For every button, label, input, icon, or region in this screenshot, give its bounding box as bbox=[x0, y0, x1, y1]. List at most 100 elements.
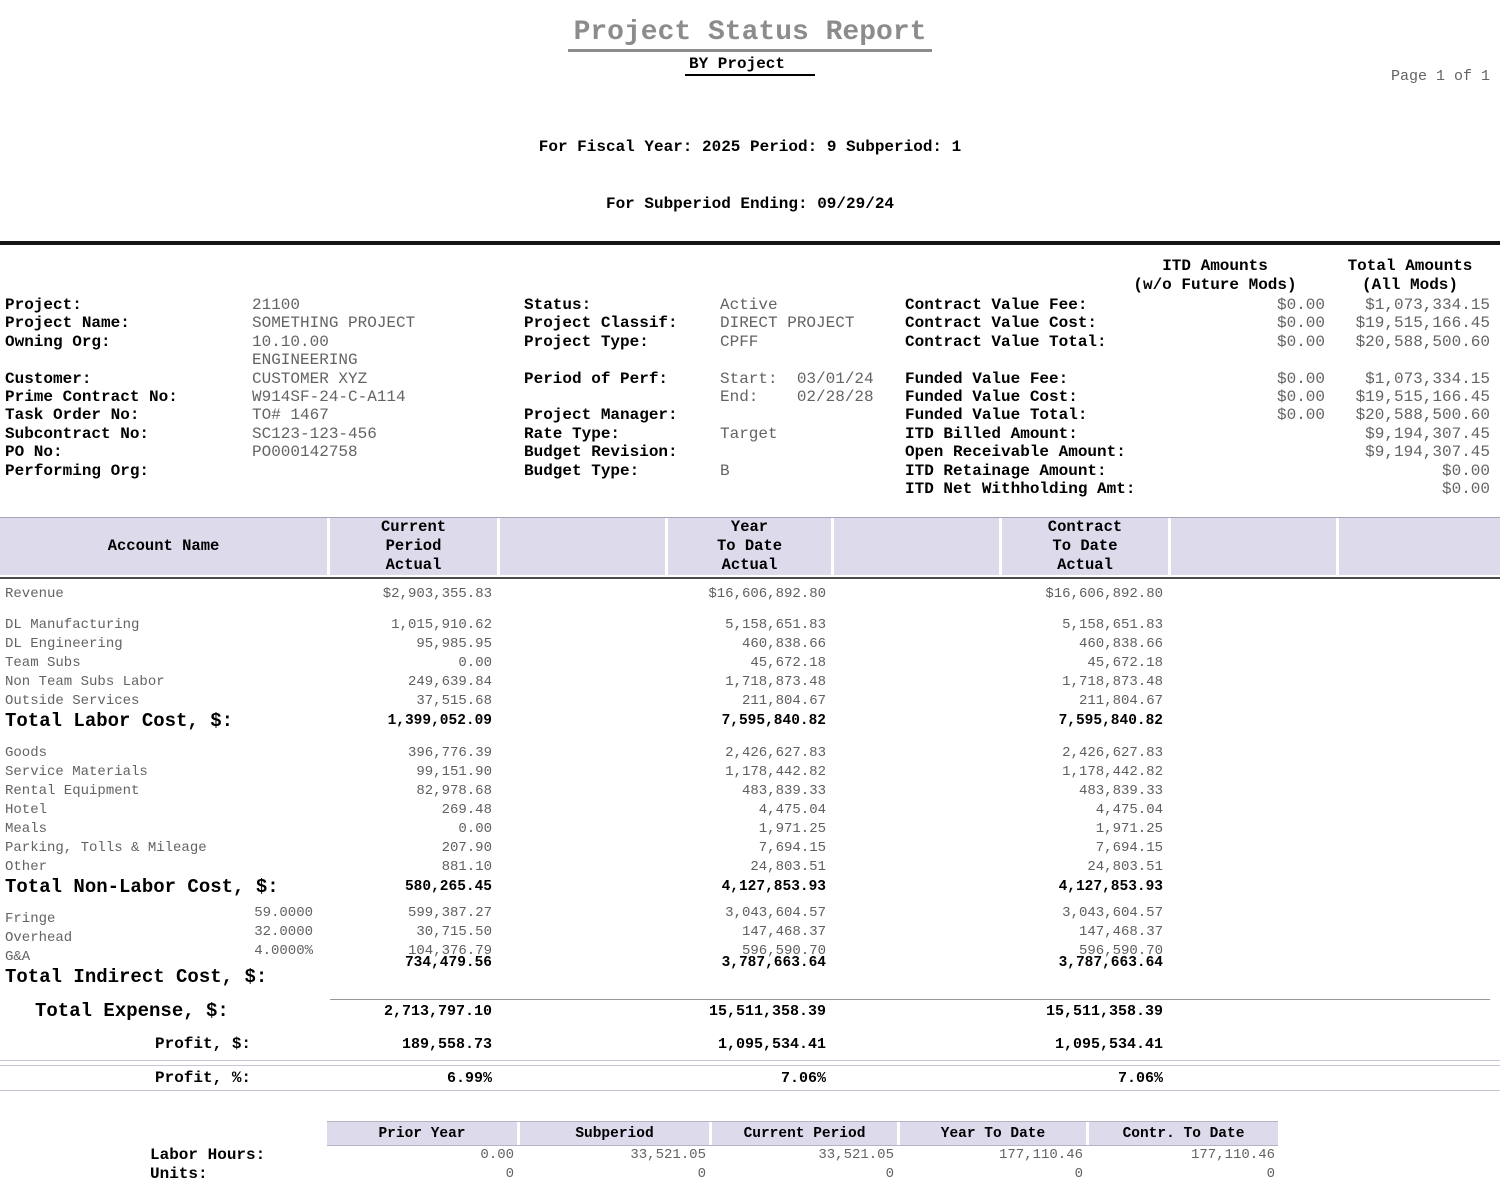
hours-column-header: Current Period bbox=[709, 1122, 897, 1146]
table-row: Fringe 59.0000 599,387.27 3,043,604.57 3,043… bbox=[0, 905, 1500, 928]
hours-value: 177,110.46 bbox=[998, 1147, 1083, 1164]
contract-to-date-value: 147,468.37 bbox=[1078, 923, 1163, 940]
year-to-date-value: 1,718,873.48 bbox=[725, 673, 826, 690]
fiscal-period-block: For Fiscal Year: 2025 Period: 9 Subperio… bbox=[0, 100, 1500, 233]
current-period-header: Current Period Actual bbox=[327, 518, 497, 576]
info-total-value bbox=[1325, 351, 1490, 369]
fiscal-year-line: For Fiscal Year: 2025 Period: 9 Subperio… bbox=[538, 138, 962, 156]
info-label: PO No: bbox=[5, 443, 63, 462]
info-label bbox=[524, 388, 720, 406]
info-value: Start: 03/01/24 bbox=[720, 369, 874, 388]
table-row: DL Engineering 95,985.95 460,838.66 460,838… bbox=[0, 634, 1500, 653]
current-period-value: 580,265.45 bbox=[404, 879, 492, 896]
account-label: Goods bbox=[5, 744, 48, 761]
account-label: Rental Equipment bbox=[5, 782, 140, 799]
account-name-cell: Service Materials bbox=[0, 764, 327, 780]
current-period-value: 104,376.79 bbox=[407, 942, 492, 959]
table-row: Rental Equipment 82,978.68 483,839.33 483,8… bbox=[0, 781, 1500, 800]
account-name-cell: Outside Services bbox=[0, 693, 327, 709]
account-name-cell: Meals bbox=[0, 821, 327, 837]
contract-to-date-value: 1,718,873.48 bbox=[1062, 673, 1163, 690]
year-to-date-value: 7,694.15 bbox=[758, 839, 826, 856]
report-title-block: Project Status Report bbox=[0, 0, 1500, 52]
info-itd-value bbox=[1240, 351, 1325, 369]
info-itd-value bbox=[1240, 462, 1325, 480]
account-label: Hotel bbox=[5, 801, 48, 818]
current-period-value: 207.90 bbox=[441, 839, 492, 856]
current-period-value: 37,515.68 bbox=[416, 692, 492, 709]
contract-to-date-value: 3,787,663.64 bbox=[1058, 955, 1163, 972]
current-period-value: 99,151.90 bbox=[416, 763, 492, 780]
report-subtitle-wrap: BY Project bbox=[0, 55, 1500, 76]
info-label: Open Receivable Amount: bbox=[905, 443, 1126, 462]
info-label: Project Name: bbox=[5, 314, 130, 333]
info-total-value: $0.00 bbox=[1441, 461, 1490, 480]
hours-column-header: Year To Date bbox=[897, 1122, 1086, 1146]
info-label bbox=[905, 351, 1240, 369]
year-to-date-value: 1,178,442.82 bbox=[725, 763, 826, 780]
current-period-value: 249,639.84 bbox=[407, 673, 492, 690]
year-to-date-value: 24,803.51 bbox=[750, 858, 826, 875]
table-row: Total Non-Labor Cost, $: 580,265.45 4,127,… bbox=[0, 876, 1500, 899]
account-label: Other bbox=[5, 858, 48, 875]
current-period-value: 82,978.68 bbox=[416, 782, 492, 799]
hours-value: 33,521.05 bbox=[630, 1147, 706, 1164]
info-total-value: $0.00 bbox=[1441, 479, 1490, 498]
info-label: Project Classif: bbox=[524, 314, 678, 333]
contract-to-date-value: 7,694.15 bbox=[1095, 839, 1163, 856]
info-label: Project Type: bbox=[524, 332, 649, 351]
year-to-date-header: Year To Date Actual bbox=[665, 518, 831, 576]
total-expense-ctd: 15,511,358.39 bbox=[1045, 1002, 1163, 1020]
year-to-date-value: 4,475.04 bbox=[758, 801, 826, 818]
info-value: CUSTOMER XYZ bbox=[252, 369, 368, 388]
info-label: Period of Perf: bbox=[524, 369, 669, 388]
contract-to-date-value: 5,158,651.83 bbox=[1062, 616, 1163, 633]
table-spacer bbox=[0, 603, 1500, 615]
info-total-value: $1,073,334.15 bbox=[1365, 296, 1490, 314]
contract-to-date-value: 2,426,627.83 bbox=[1062, 744, 1163, 761]
account-name-cell: Goods bbox=[0, 745, 327, 761]
account-label: Total Indirect Cost, $: bbox=[5, 966, 268, 989]
account-name-cell: Total Indirect Cost, $: bbox=[0, 966, 327, 988]
account-label: Service Materials bbox=[5, 763, 148, 780]
info-value bbox=[720, 443, 905, 461]
info-itd-value: $0.00 bbox=[1276, 332, 1325, 351]
account-label: Meals bbox=[5, 820, 48, 837]
profit-divider-line bbox=[0, 1065, 1500, 1067]
info-label: Funded Value Cost: bbox=[905, 387, 1078, 406]
table-row: Hotel 269.48 4,475.04 4,475.04 bbox=[0, 800, 1500, 819]
account-label: Total Non-Labor Cost, $: bbox=[5, 876, 279, 899]
profit-percent-row: Profit, %: 6.99% 7.06% 7.06% bbox=[0, 1068, 1500, 1088]
itd-amounts-subheader: (w/o Future Mods) bbox=[1133, 276, 1297, 294]
info-itd-value: $0.00 bbox=[1276, 387, 1325, 406]
current-period-value: 0.00 bbox=[458, 654, 492, 671]
info-label: ITD Retainage Amount: bbox=[905, 461, 1107, 480]
hours-value: 33,521.05 bbox=[818, 1147, 894, 1164]
page-number-label: Page 1 of 1 bbox=[1390, 68, 1490, 85]
info-value: SOMETHING PROJECT bbox=[252, 314, 416, 333]
info-itd-value: $0.00 bbox=[1276, 406, 1325, 425]
contract-to-date-value: 1,971.25 bbox=[1095, 820, 1163, 837]
table-row: G&A 4.0000% 104,376.79 596,590.70 596,590.70 bbox=[0, 943, 1500, 966]
account-name-cell: Rental Equipment bbox=[0, 783, 327, 799]
burden-rate: 59.0000 bbox=[254, 904, 313, 921]
current-period-value: 881.10 bbox=[441, 858, 492, 875]
total-amounts-subheader: (All Mods) bbox=[1361, 276, 1458, 294]
table-row: Goods 396,776.39 2,426,627.83 2,426,627.83 bbox=[0, 743, 1500, 762]
profit-percent-ctd: 7.06% bbox=[1117, 1069, 1163, 1087]
total-expense-label: Total Expense, $: bbox=[35, 1000, 229, 1023]
account-table-body: Revenue $2,903,355.83 $16,606,892.80 $16,60… bbox=[0, 584, 1500, 989]
info-value: End: 02/28/28 bbox=[720, 387, 874, 406]
info-value: Target bbox=[720, 424, 778, 443]
account-label: Non Team Subs Labor bbox=[5, 673, 165, 690]
year-to-date-value: 3,787,663.64 bbox=[721, 955, 826, 972]
account-table-header: Account Name Current Period Actual Year … bbox=[0, 517, 1500, 576]
info-value: SC123-123-456 bbox=[252, 424, 377, 443]
info-label: ITD Net Withholding Amt: bbox=[905, 479, 1136, 498]
contract-to-date-value: 45,672.18 bbox=[1087, 654, 1163, 671]
project-info-grid: Project: 21100 Status: Active Contract Value… bbox=[0, 296, 1500, 498]
total-expense-current: 2,713,797.10 bbox=[383, 1002, 492, 1020]
info-value bbox=[720, 351, 905, 369]
info-label: Project: bbox=[5, 296, 82, 314]
hours-value: 0 bbox=[505, 1165, 514, 1182]
